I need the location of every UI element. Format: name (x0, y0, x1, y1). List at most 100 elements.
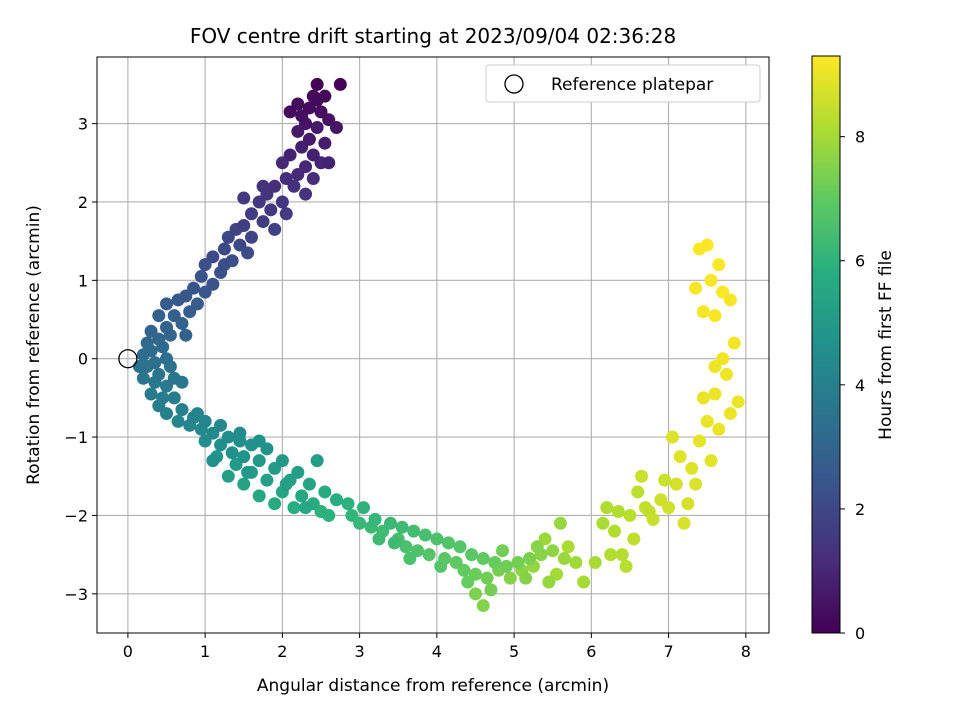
data-point (318, 485, 332, 499)
data-point (600, 501, 614, 515)
x-tick-label: 1 (200, 642, 210, 661)
data-point (669, 477, 683, 491)
data-point (322, 508, 336, 522)
data-point (171, 414, 185, 428)
y-axis-title: Rotation from reference (arcmin) (24, 205, 44, 485)
data-point (511, 555, 525, 569)
data-point (708, 387, 722, 401)
data-point (461, 575, 475, 589)
data-point (140, 336, 154, 350)
colorbar-tick-label: 4 (855, 376, 865, 395)
colorbar-ticks: 0 2 4 6 8 (840, 128, 865, 643)
data-point (384, 516, 398, 530)
y-tick-label: −1 (64, 428, 88, 447)
data-point (241, 465, 255, 479)
data-point (720, 367, 734, 381)
data-point (214, 418, 228, 432)
data-point (268, 497, 282, 511)
data-point (310, 121, 324, 135)
data-point (244, 230, 258, 244)
y-tick-label: 3 (78, 115, 88, 134)
data-point (299, 187, 313, 201)
data-point (407, 524, 421, 538)
data-point (152, 309, 166, 323)
y-tick-label: −3 (64, 585, 88, 604)
data-point (233, 426, 247, 440)
data-point (156, 391, 170, 405)
data-point (279, 171, 293, 185)
data-point (530, 540, 544, 554)
data-point (387, 536, 401, 550)
data-point (476, 552, 490, 566)
data-point (299, 160, 313, 174)
data-point (611, 505, 625, 519)
data-point (268, 179, 282, 193)
data-point (700, 414, 714, 428)
data-point (542, 575, 556, 589)
data-point (160, 320, 174, 334)
data-point (306, 89, 320, 103)
data-point (318, 136, 332, 150)
data-point (160, 352, 174, 366)
legend: Reference platepar (485, 64, 761, 103)
data-point (441, 536, 455, 550)
colorbar-tick-label: 8 (855, 128, 865, 147)
data-point (310, 77, 324, 91)
data-point (689, 281, 703, 295)
data-point (604, 548, 618, 562)
data-point (345, 508, 359, 522)
data-point (569, 555, 583, 569)
y-tick-label: 2 (78, 193, 88, 212)
data-point (299, 501, 313, 515)
x-tick-label: 5 (509, 642, 519, 661)
data-point (465, 548, 479, 562)
data-point (665, 430, 679, 444)
y-tick-label: −2 (64, 506, 88, 525)
data-point (160, 297, 174, 311)
data-point (615, 548, 629, 562)
data-point (187, 410, 201, 424)
data-point (496, 544, 510, 558)
x-tick-label: 4 (432, 642, 442, 661)
data-point (302, 477, 316, 491)
y-tick-label: 0 (78, 350, 88, 369)
data-point (206, 250, 220, 264)
data-point (395, 520, 409, 534)
colorbar: 0 2 4 6 8 Hours from first FF file (811, 55, 896, 643)
data-point (434, 559, 448, 573)
chart-title: FOV centre drift starting at 2023/09/04 … (190, 24, 676, 48)
data-point (712, 422, 726, 436)
legend-entry-reference: Reference platepar (551, 75, 713, 95)
x-tick-label: 7 (663, 642, 673, 661)
data-point (708, 309, 722, 323)
data-point (689, 477, 703, 491)
data-point (523, 552, 537, 566)
x-tick-label: 2 (277, 642, 287, 661)
reference-point-marker (118, 349, 138, 369)
x-axis-title: Angular distance from reference (arcmin) (257, 676, 609, 696)
data-point (368, 512, 382, 526)
data-point (256, 215, 270, 229)
data-point (295, 489, 309, 503)
data-point (275, 195, 289, 209)
data-point (306, 171, 320, 185)
data-point (206, 454, 220, 468)
data-point (260, 473, 274, 487)
data-point (681, 497, 695, 511)
data-point (673, 450, 687, 464)
colorbar-gradient (811, 55, 841, 634)
data-point (206, 277, 220, 291)
data-point (291, 97, 305, 111)
legend-box (485, 64, 761, 103)
x-axis-ticks: 0 1 2 3 4 5 6 7 8 (123, 633, 751, 661)
data-point (642, 505, 656, 519)
data-point (244, 207, 258, 221)
data-point (167, 371, 181, 385)
data-point (237, 191, 251, 205)
data-point (727, 336, 741, 350)
data-point (499, 559, 513, 573)
data-point (283, 148, 297, 162)
data-point (233, 238, 247, 252)
x-tick-label: 0 (123, 642, 133, 661)
